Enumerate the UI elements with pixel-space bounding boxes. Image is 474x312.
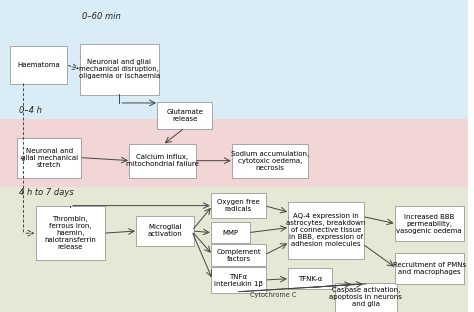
Text: MMP: MMP [222, 230, 238, 236]
FancyBboxPatch shape [36, 206, 105, 260]
FancyBboxPatch shape [232, 144, 308, 178]
Text: AQ-4 expression in
astrocytes, breakdown
of connective tissue
in BBB, expression: AQ-4 expression in astrocytes, breakdown… [286, 213, 366, 247]
Text: 4 h to 7 days: 4 h to 7 days [18, 188, 73, 197]
Text: Complement
factors: Complement factors [216, 249, 261, 261]
Text: Microglial
activation: Microglial activation [147, 224, 182, 237]
FancyBboxPatch shape [10, 46, 67, 84]
FancyBboxPatch shape [129, 144, 196, 178]
FancyBboxPatch shape [288, 202, 364, 259]
Text: TNFα
Interleukin 1β: TNFα Interleukin 1β [214, 274, 263, 286]
FancyBboxPatch shape [17, 138, 82, 178]
Bar [0, 119, 467, 187]
FancyBboxPatch shape [211, 267, 266, 293]
Text: Increased BBB
permeability,
vasogenic oedema: Increased BBB permeability, vasogenic oe… [396, 214, 462, 234]
FancyBboxPatch shape [335, 283, 397, 312]
FancyBboxPatch shape [395, 253, 464, 284]
Text: Caspase activation,
apoptosis in neurons
and glia: Caspase activation, apoptosis in neurons… [329, 287, 402, 307]
Text: Thrombin,
ferrous iron,
haemin,
halotransferrin
release: Thrombin, ferrous iron, haemin, halotran… [44, 216, 96, 250]
Text: 0–60 min: 0–60 min [82, 12, 120, 22]
Text: Calcium influx,
mitochondrial failure: Calcium influx, mitochondrial failure [126, 154, 199, 167]
Bar [0, 0, 467, 119]
FancyBboxPatch shape [157, 102, 212, 129]
FancyBboxPatch shape [211, 222, 250, 243]
Text: Oxygen free
radicals: Oxygen free radicals [217, 199, 260, 212]
Text: Cytochrome C: Cytochrome C [250, 292, 297, 298]
Bar [0, 187, 467, 312]
FancyBboxPatch shape [288, 268, 331, 289]
Text: TFNK-α: TFNK-α [298, 275, 322, 282]
Text: Haematoma: Haematoma [17, 62, 60, 68]
FancyBboxPatch shape [211, 244, 266, 266]
Text: Glutamate
release: Glutamate release [166, 109, 203, 122]
FancyBboxPatch shape [80, 44, 158, 95]
FancyBboxPatch shape [136, 216, 193, 246]
Text: 0–4 h: 0–4 h [18, 106, 42, 115]
Text: Neuronal and
glial mechanical
stretch: Neuronal and glial mechanical stretch [20, 148, 78, 168]
Text: Neuronal and glial
mechanical disruption,
oligaemia or ischaemia: Neuronal and glial mechanical disruption… [79, 59, 160, 80]
FancyBboxPatch shape [211, 193, 266, 218]
Text: Recruitment of PMNs
and macrophages: Recruitment of PMNs and macrophages [392, 262, 466, 275]
FancyBboxPatch shape [395, 206, 464, 241]
Text: Sodium accumulation,
cytotoxic oedema,
necrosis: Sodium accumulation, cytotoxic oedema, n… [231, 151, 309, 171]
